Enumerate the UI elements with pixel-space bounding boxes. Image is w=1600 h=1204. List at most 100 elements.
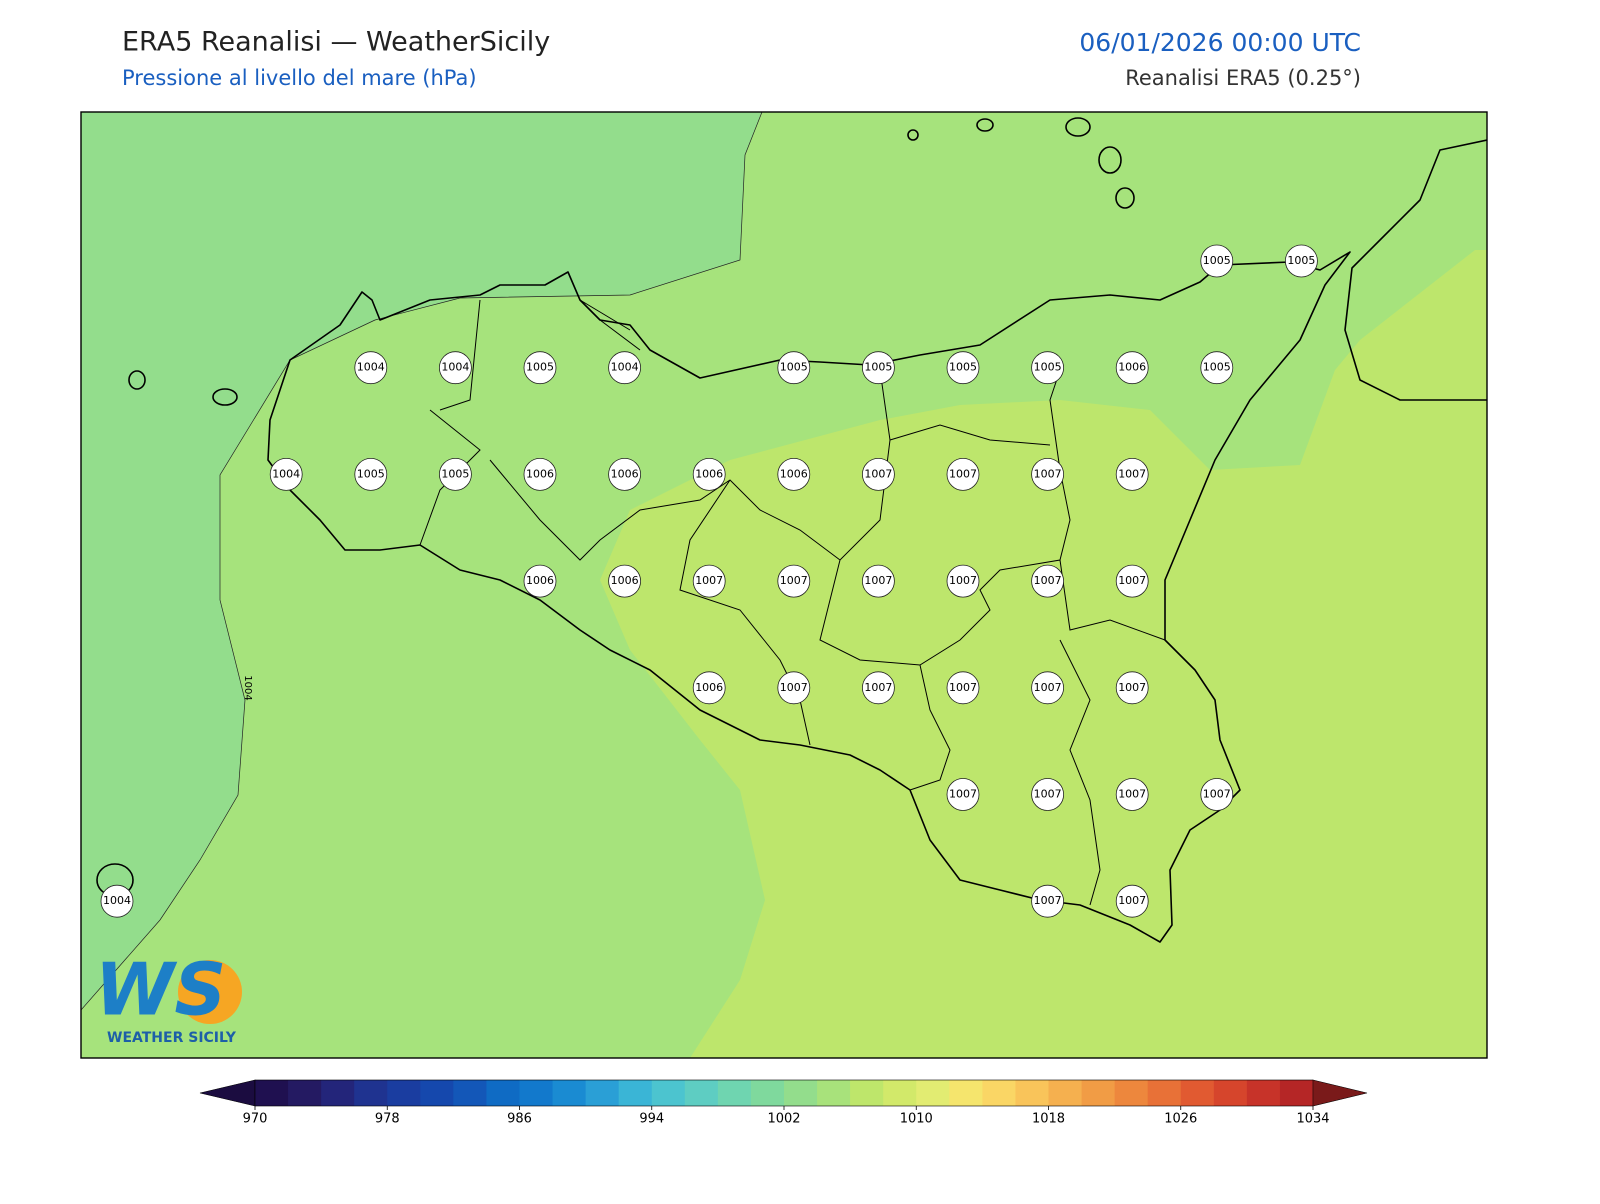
station-marker — [777, 671, 811, 705]
station-marker — [946, 351, 980, 385]
colorbar-tick-label: 1034 — [1296, 1112, 1329, 1127]
color-bin — [288, 1080, 322, 1106]
station: 1006 — [692, 671, 726, 705]
station: 1004 — [354, 351, 388, 385]
station: 1005 — [777, 351, 811, 385]
station: 1007 — [1031, 457, 1064, 491]
sicily-coastline — [267, 251, 1351, 943]
station-value: 1007 — [864, 467, 892, 480]
station-marker — [777, 351, 811, 385]
station: 1007 — [692, 564, 726, 598]
station-marker — [269, 457, 303, 491]
stations: 1005 1005 1004 1004 1005 1004 1005 1005 1005 1005… — [100, 244, 1318, 918]
station-value: 1005 — [1034, 361, 1062, 374]
color-bin — [1048, 1080, 1083, 1106]
colorbar-tick-label: 1026 — [1164, 1112, 1197, 1127]
station-marker — [1200, 351, 1234, 385]
color-bin — [949, 1080, 983, 1106]
station-marker — [438, 457, 472, 491]
station-marker — [1031, 884, 1064, 918]
station-value: 1005 — [949, 361, 977, 374]
station-marker — [1031, 671, 1064, 705]
color-bin — [817, 1080, 851, 1106]
station-marker — [1031, 564, 1064, 598]
station-value: 1007 — [864, 681, 892, 694]
station: 1007 — [1031, 564, 1064, 598]
station: 1007 — [1115, 884, 1149, 918]
station-marker — [1115, 884, 1149, 918]
logo-name: WEATHER SICILY — [107, 1030, 237, 1046]
colorbar-over — [1312, 1079, 1368, 1107]
station-value: 1004 — [272, 467, 300, 480]
station-marker — [862, 457, 895, 491]
color-bin — [1180, 1080, 1215, 1106]
station-marker — [523, 351, 557, 385]
color-bin — [453, 1080, 487, 1106]
station-value: 1005 — [1287, 254, 1315, 267]
color-bin — [387, 1080, 421, 1106]
station-marker — [1031, 351, 1064, 385]
colorbar-tick-label: 970 — [243, 1112, 268, 1127]
station-value: 1007 — [949, 467, 977, 480]
color-bin — [321, 1080, 355, 1106]
station-value: 1004 — [103, 894, 131, 907]
station: 1005 — [354, 457, 388, 491]
color-bin — [552, 1080, 587, 1106]
station-value: 1005 — [526, 361, 554, 374]
islands — [96, 117, 1135, 897]
station: 1007 — [1115, 778, 1149, 811]
station: 1007 — [1031, 884, 1064, 918]
color-bin — [1015, 1080, 1049, 1106]
station: 1007 — [1031, 671, 1064, 705]
station: 1007 — [862, 671, 895, 705]
station-value: 1004 — [357, 361, 385, 374]
station-value: 1007 — [1034, 467, 1062, 480]
station-value: 1006 — [611, 574, 639, 587]
color-bin — [717, 1080, 752, 1106]
station-marker — [946, 457, 980, 491]
station-marker — [438, 351, 472, 385]
station-value: 1007 — [1118, 894, 1146, 907]
logo-letters: WS — [95, 948, 226, 1032]
colorbar-under — [199, 1079, 256, 1107]
station-value: 1005 — [1203, 361, 1231, 374]
map-frame — [80, 111, 1488, 1059]
color-bin — [1147, 1080, 1182, 1106]
station-marker — [354, 457, 388, 491]
station-value: 1007 — [1118, 681, 1146, 694]
color-bin — [784, 1080, 818, 1106]
station-marker — [1200, 778, 1234, 811]
station: 1004 — [269, 457, 303, 491]
station-marker — [523, 564, 557, 598]
station: 1006 — [1115, 351, 1149, 385]
contour-line — [81, 112, 763, 1011]
station: 1007 — [777, 564, 811, 598]
station-marker — [862, 671, 895, 705]
color-bin — [916, 1080, 950, 1106]
station: 1005 — [862, 351, 895, 385]
station-value: 1007 — [1034, 574, 1062, 587]
station: 1006 — [608, 564, 641, 598]
station-value: 1006 — [780, 467, 808, 480]
station: 1005 — [946, 351, 980, 385]
station-value: 1005 — [1203, 254, 1231, 267]
station: 1006 — [608, 457, 641, 491]
color-bin — [618, 1080, 653, 1106]
color-bin — [1081, 1080, 1116, 1106]
station: 1006 — [777, 457, 811, 491]
station-marker — [100, 884, 134, 918]
station: 1007 — [946, 564, 980, 598]
station-marker — [777, 564, 811, 598]
colorbar-tick-label: 1018 — [1032, 1112, 1065, 1127]
station: 1007 — [777, 671, 811, 705]
station: 1007 — [946, 671, 980, 705]
station-value: 1007 — [780, 681, 808, 694]
station-value: 1007 — [780, 574, 808, 587]
station-marker — [523, 457, 557, 491]
station-value: 1007 — [1203, 788, 1231, 801]
color-bin — [750, 1080, 785, 1106]
station-marker — [692, 457, 726, 491]
color-bin — [1213, 1080, 1248, 1106]
datetime: 06/01/2026 00:00 UTC — [1079, 28, 1361, 57]
